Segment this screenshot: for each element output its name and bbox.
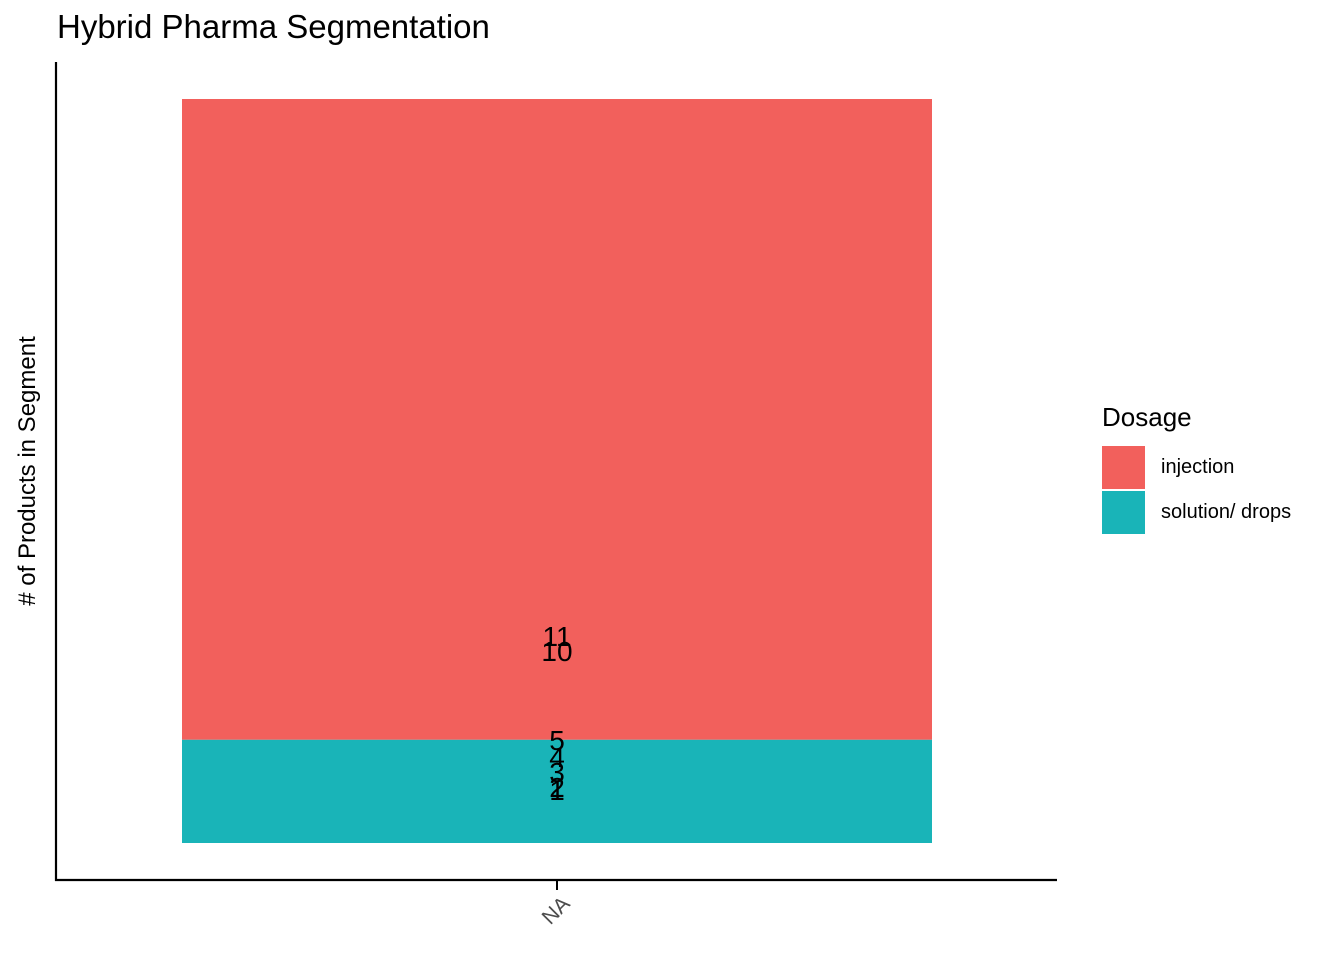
legend-key-injection bbox=[1102, 446, 1145, 489]
bar-injection bbox=[182, 99, 932, 740]
legend: Dosage injection solution/ drops bbox=[1102, 402, 1291, 535]
data-label: 4 bbox=[549, 742, 565, 773]
data-label: 2 bbox=[549, 772, 565, 803]
legend-label-injection: injection bbox=[1161, 456, 1235, 478]
bars-group bbox=[182, 99, 932, 843]
data-label: 1 bbox=[549, 775, 565, 806]
legend-item-solution-drops: solution/ drops bbox=[1102, 490, 1291, 535]
chart-title: Hybrid Pharma Segmentation bbox=[57, 8, 490, 45]
data-label: 3 bbox=[549, 757, 565, 788]
legend-item-injection: injection bbox=[1102, 445, 1291, 490]
legend-key-solution-drops bbox=[1102, 491, 1145, 534]
x-tick-label: NA bbox=[538, 892, 575, 929]
legend-label-solution-drops: solution/ drops bbox=[1161, 501, 1292, 523]
bar-solution-drops bbox=[182, 739, 932, 843]
data-label: 11 bbox=[542, 621, 571, 652]
data-label: 5 bbox=[549, 725, 565, 756]
legend-title: Dosage bbox=[1102, 402, 1192, 432]
x-ticks-group: NA bbox=[538, 881, 575, 929]
data-label: 10 bbox=[541, 636, 572, 667]
